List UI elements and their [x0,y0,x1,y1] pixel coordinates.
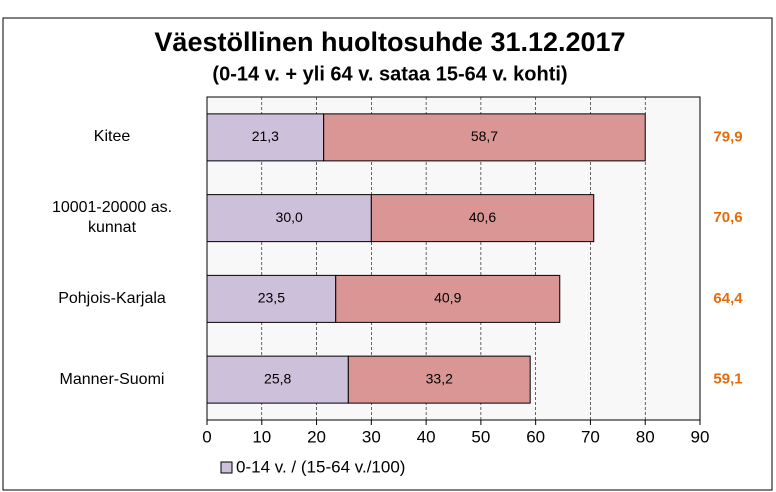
bar-segment [206,194,372,243]
value-label: 58,7 [471,128,498,144]
bar-segment [347,355,531,404]
value-label: 40,6 [469,209,496,225]
chart-frame [2,17,773,491]
bar-segment [335,274,561,323]
x-tick-label: 30 [362,427,381,446]
bar-segment [370,194,595,243]
total-label: 59,1 [713,371,742,388]
total-label: 70,6 [713,209,742,226]
value-label: 30,0 [276,209,303,225]
legend-swatch [220,461,233,474]
category-label: Kitee [93,128,131,146]
x-tick-label: 10 [252,427,271,446]
bar-segment [323,113,646,162]
bar-segment [206,113,325,162]
value-label: 33,2 [426,370,453,386]
total-label: 79,9 [713,128,742,145]
legend-label: 0-14 v. / (15-64 v./100) [236,457,405,476]
value-label: 40,9 [434,290,461,306]
value-label: 23,5 [258,290,285,306]
chart-title: Väestöllinen huoltosuhde 31.12.2017 [154,27,625,57]
x-tick-label: 0 [202,427,211,446]
x-tick-label: 50 [471,427,490,446]
value-label: 21,3 [252,128,279,144]
x-tick-label: 60 [526,427,545,446]
chart-subtitle: (0-14 v. + yli 64 v. sataa 15-64 v. koht… [212,63,567,85]
value-label: 25,8 [264,370,291,386]
category-label: Manner-Suomi [59,370,165,388]
bar-segment [206,274,337,323]
x-tick-label: 80 [636,427,655,446]
x-tick-label: 90 [691,427,710,446]
total-label: 64,4 [713,290,743,307]
bar-segment [206,355,349,404]
x-tick-label: 70 [581,427,600,446]
x-tick-label: 40 [417,427,436,446]
category-label: 10001-20000 as. kunnat [51,199,173,237]
category-label: Pohjois-Karjala [58,289,166,307]
x-tick-label: 20 [307,427,326,446]
